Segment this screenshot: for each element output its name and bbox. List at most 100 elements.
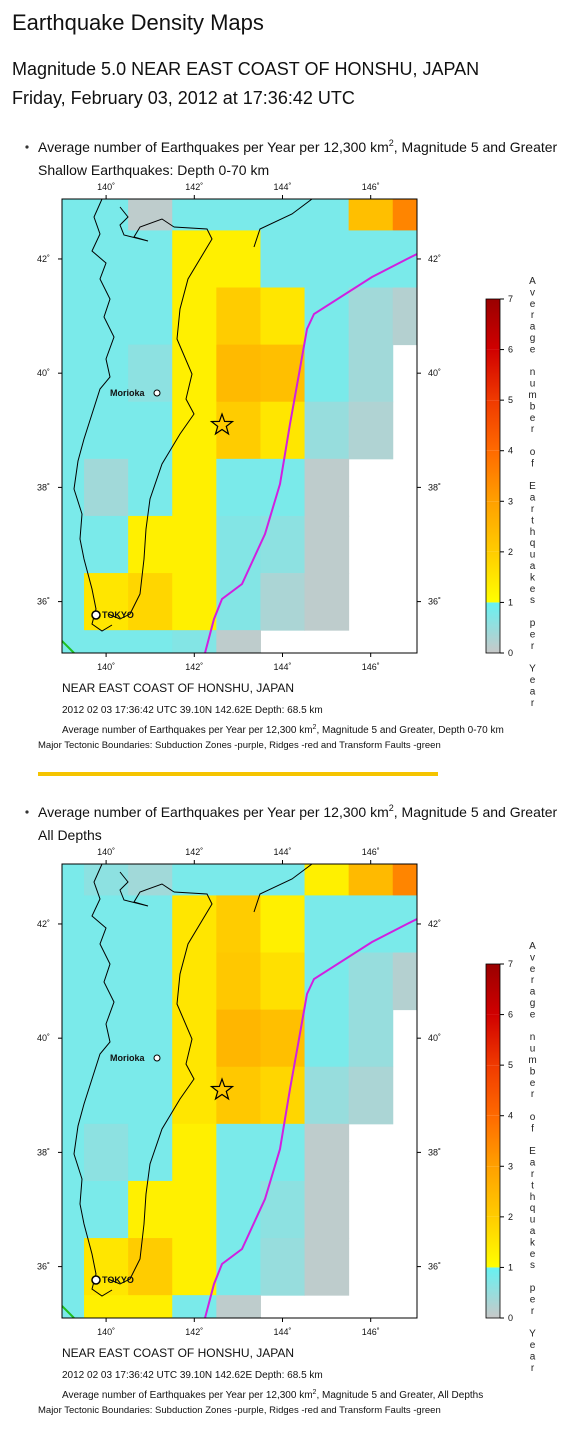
x-tick-label: 146˚: [362, 662, 380, 672]
y-tick-label: 36˚: [37, 1262, 50, 1272]
density-cell: [172, 864, 217, 896]
coastline: [253, 864, 313, 913]
depth-subtitle: All Depths: [38, 827, 102, 843]
colorbar-segment: [486, 349, 500, 401]
y-tick-label: 42˚: [37, 254, 50, 264]
density-cell: [128, 1180, 173, 1239]
transform-fault: [62, 1305, 75, 1318]
subduction-zone: [204, 253, 417, 653]
transform-fault: [62, 640, 75, 653]
density-cell: [216, 1123, 261, 1182]
density-cell: [62, 287, 85, 346]
density-cell: [84, 1180, 129, 1239]
density-cell: [260, 1066, 306, 1125]
density-cell: [260, 401, 306, 460]
density-cell: [62, 1238, 85, 1296]
density-cell: [128, 1238, 173, 1296]
density-cell: [216, 515, 261, 574]
density-cell: [304, 1123, 350, 1182]
density-cell: [62, 1123, 85, 1182]
density-cell: [62, 515, 85, 574]
density-cell: [84, 573, 129, 631]
colorbar-segment: [486, 602, 500, 653]
density-cell: [348, 287, 394, 346]
y-tick-label: 38˚: [428, 482, 441, 492]
density-cell: [304, 1066, 350, 1125]
density-cell: [216, 344, 261, 403]
city-label: TOKYO: [102, 610, 134, 620]
density-cell: [260, 230, 306, 289]
density-cell: [348, 344, 394, 403]
density-cell: [216, 287, 261, 346]
density-cell: [84, 1009, 129, 1068]
density-cell: [260, 287, 306, 346]
density-cell: [216, 1295, 261, 1318]
colorbar-tick-label: 4: [508, 446, 513, 456]
colorbar-tick-label: 1: [508, 1262, 513, 1272]
x-tick-label: 142˚: [185, 182, 203, 192]
caption-text: Average number of Earthquakes per Year p…: [62, 1390, 313, 1401]
x-tick-label: 142˚: [185, 662, 203, 672]
depth-subtitle: Shallow Earthquakes: Depth 0-70 km: [38, 162, 269, 178]
x-tick-label: 140˚: [97, 1327, 115, 1337]
density-cell: [62, 458, 85, 517]
city-marker: [91, 1275, 101, 1285]
colorbar-segment: [486, 450, 500, 502]
colorbar-segment: [486, 501, 500, 552]
density-cell: [62, 344, 85, 403]
density-cell: [348, 401, 394, 460]
density-cell: [62, 401, 85, 460]
colorbar-segment: [486, 400, 500, 451]
colorbar-tick-label: 2: [508, 547, 513, 557]
density-cell: [62, 230, 85, 289]
density-cell: [172, 630, 217, 653]
epicenter-star: [209, 1077, 235, 1101]
density-cell: [62, 573, 85, 631]
density-cell: [128, 458, 173, 517]
colorbar-tick-label: 7: [508, 294, 513, 304]
colorbar-tick-label: 0: [508, 1313, 513, 1323]
bullet: [25, 810, 29, 814]
density-cell: [128, 287, 173, 346]
caption-text: , Magnitude 5 and Greater, Depth 0-70 km: [316, 725, 503, 736]
density-cell: [172, 199, 217, 231]
event-date: Friday, February 03, 2012 at 17:36:42 UT…: [12, 88, 355, 108]
density-cell: [172, 344, 217, 403]
map-frame: [61, 198, 418, 654]
y-tick-label: 40˚: [428, 1033, 441, 1043]
city-marker: [91, 610, 101, 620]
density-cell: [128, 1123, 173, 1182]
density-caption: Average number of Earthquakes per Year p…: [62, 724, 504, 736]
density-cell: [172, 1009, 217, 1068]
coastline: [107, 226, 213, 620]
city-label: TOKYO: [102, 1275, 134, 1285]
x-tick-label: 140˚: [97, 182, 115, 192]
density-cell: [216, 864, 261, 896]
density-cell: [172, 401, 217, 460]
density-cell: [392, 952, 417, 1011]
density-grid: [62, 199, 417, 653]
section-divider: [38, 772, 438, 776]
density-cell: [84, 230, 129, 289]
density-cell: [216, 573, 261, 631]
density-cell: [172, 230, 217, 289]
y-tick-label: 36˚: [37, 597, 50, 607]
density-cell: [304, 864, 350, 896]
colorbar-label: Average number of Earthquakes per Year: [527, 941, 538, 1375]
density-cell: [128, 401, 173, 460]
density-cell: [128, 230, 173, 289]
colorbar-tick-label: 3: [508, 496, 513, 506]
x-tick-label: 146˚: [362, 847, 380, 857]
y-tick-label: 36˚: [428, 1262, 441, 1272]
boundaries-caption: Major Tectonic Boundaries: Subduction Zo…: [38, 1405, 441, 1416]
x-tick-label: 144˚: [273, 182, 291, 192]
density-cell: [128, 952, 173, 1011]
density-cell: [84, 1066, 129, 1125]
density-cell: [84, 1295, 129, 1318]
density-cell: [304, 230, 350, 289]
event-caption: 2012 02 03 17:36:42 UTC 39.10N 142.62E D…: [62, 1370, 323, 1381]
density-cell: [128, 895, 173, 954]
density-cell: [304, 895, 350, 954]
density-cell: [304, 1238, 350, 1296]
